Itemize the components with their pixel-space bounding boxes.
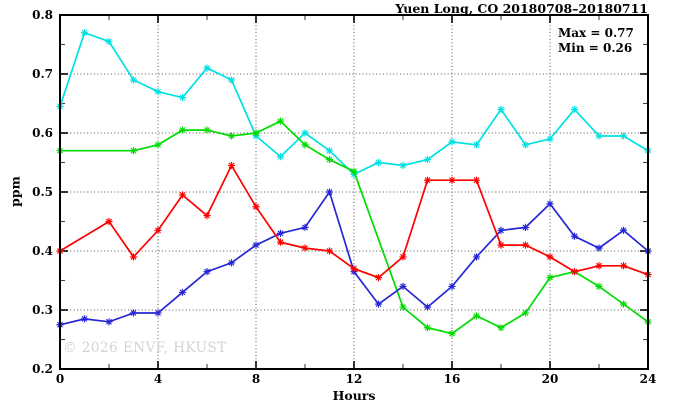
x-tick-label: 8	[251, 372, 261, 386]
y-tick-label: 0.7	[32, 67, 53, 81]
x-tick-label: 4	[153, 372, 163, 386]
plot-border	[59, 14, 649, 370]
x-tick-label: 12	[345, 372, 363, 386]
watermark: © 2026 ENVF, HKUST	[63, 340, 227, 356]
y-tick-label: 0.2	[32, 362, 53, 376]
series-red-line	[59, 163, 649, 279]
max-value-label: Max = 0.77	[558, 26, 634, 40]
y-tick-label: 0.3	[32, 303, 53, 317]
x-axis-label: Hours	[332, 388, 376, 403]
x-tick-label: 0	[55, 372, 65, 386]
y-tick-label: 0.4	[32, 244, 53, 258]
x-tick-label: 16	[443, 372, 461, 386]
stats-annotation: Max = 0.77 Min = 0.26	[558, 26, 634, 55]
x-tick-label: 20	[541, 372, 559, 386]
y-tick-label: 0.5	[32, 185, 53, 199]
y-tick-label: 0.6	[32, 126, 53, 140]
x-tick-label: 24	[639, 372, 657, 386]
y-tick-label: 0.8	[32, 8, 53, 22]
min-value-label: Min = 0.26	[558, 40, 633, 55]
page-title: Yuen Long, CO 20180708–20180711	[395, 1, 648, 16]
series-green-line	[60, 120, 649, 335]
